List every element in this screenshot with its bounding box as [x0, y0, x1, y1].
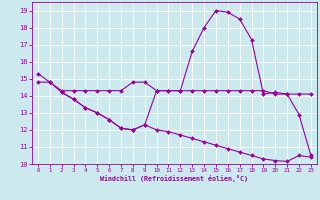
X-axis label: Windchill (Refroidissement éolien,°C): Windchill (Refroidissement éolien,°C) [100, 175, 248, 182]
